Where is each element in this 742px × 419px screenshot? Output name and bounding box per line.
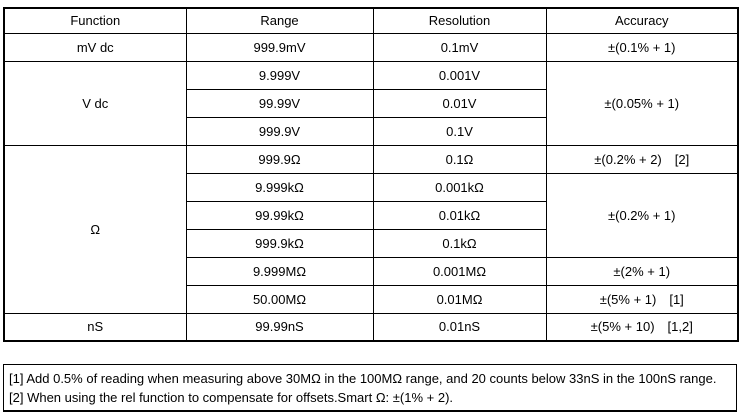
table-row: 9.999MΩ 0.001MΩ ±(2% + 1) — [4, 256, 739, 286]
range-cell: 99.99nS — [185, 312, 374, 342]
table-row: 999.9V 0.1V — [4, 116, 738, 146]
accuracy-cell: ±(0.1% + 1) — [545, 32, 739, 62]
function-cell: V dc — [3, 60, 187, 146]
header-row: Function Range Resolution Accuracy — [3, 7, 739, 34]
header-resolution: Resolution — [372, 7, 547, 34]
range-cell: 9.999kΩ — [185, 172, 374, 202]
accuracy-cell: ±(0.2% + 1) — [545, 172, 739, 258]
range-cell: 9.999MΩ — [185, 256, 374, 286]
accuracy-cell: ±(0.05% + 1) — [545, 60, 739, 146]
accuracy-cell: ±(2% + 1) — [545, 256, 739, 286]
header-function: Function — [3, 7, 187, 34]
table-row: 999.9kΩ 0.1kΩ — [4, 228, 738, 258]
resolution-cell: 0.001V — [372, 60, 547, 90]
function-cell: Ω — [3, 144, 187, 314]
resolution-cell: 0.1Ω — [372, 144, 547, 174]
range-cell: 99.99kΩ — [185, 200, 374, 230]
footnote-2: [2] When using the rel function to compe… — [9, 390, 454, 405]
range-cell: 9.999V — [185, 60, 374, 90]
range-cell: 999.9Ω — [185, 144, 374, 174]
range-cell: 999.9mV — [185, 32, 374, 62]
header-accuracy: Accuracy — [545, 7, 739, 34]
spec-table: Function Range Resolution Accuracy mV dc… — [3, 7, 739, 342]
resolution-cell: 0.1kΩ — [372, 228, 547, 258]
resolution-cell: 0.01kΩ — [372, 200, 547, 230]
table-row: 9.999kΩ 0.001kΩ ±(0.2% + 1) — [4, 172, 739, 258]
resolution-cell: 0.001kΩ — [372, 172, 547, 202]
header-range: Range — [185, 7, 374, 34]
function-cell: mV dc — [3, 32, 187, 62]
accuracy-cell: ±(5% + 1) [1] — [545, 284, 739, 314]
range-cell: 999.9V — [185, 116, 374, 146]
range-cell: 50.00MΩ — [185, 284, 374, 314]
accuracy-cell: ±(5% + 10) [1,2] — [545, 312, 739, 342]
range-cell: 999.9kΩ — [185, 228, 374, 258]
table-row: V dc 9.999V 0.001V ±(0.05% + 1) — [3, 60, 739, 146]
resolution-cell: 0.1V — [372, 116, 547, 146]
resolution-cell: 0.01nS — [372, 312, 547, 342]
resolution-cell: 0.01V — [372, 88, 547, 118]
function-cell: nS — [3, 312, 187, 342]
table-row: Ω 999.9Ω 0.1Ω ±(0.2% + 2) [2] — [3, 144, 739, 314]
table-row: 50.00MΩ 0.01MΩ ±(5% + 1) [1] — [4, 284, 739, 314]
footnotes-box: [1] Add 0.5% of reading when measuring a… — [3, 364, 737, 412]
range-cell: 99.99V — [185, 88, 374, 118]
resolution-cell: 0.01MΩ — [372, 284, 547, 314]
footnote-1: [1] Add 0.5% of reading when measuring a… — [9, 371, 717, 386]
table-row: 99.99V 0.01V — [4, 88, 738, 118]
table-row: mV dc 999.9mV 0.1mV ±(0.1% + 1) — [3, 32, 739, 62]
resolution-cell: 0.1mV — [372, 32, 547, 62]
table-row: nS 99.99nS 0.01nS ±(5% + 10) [1,2] — [3, 312, 739, 342]
accuracy-cell: ±(0.2% + 2) [2] — [545, 144, 739, 174]
resolution-cell: 0.001MΩ — [372, 256, 547, 286]
